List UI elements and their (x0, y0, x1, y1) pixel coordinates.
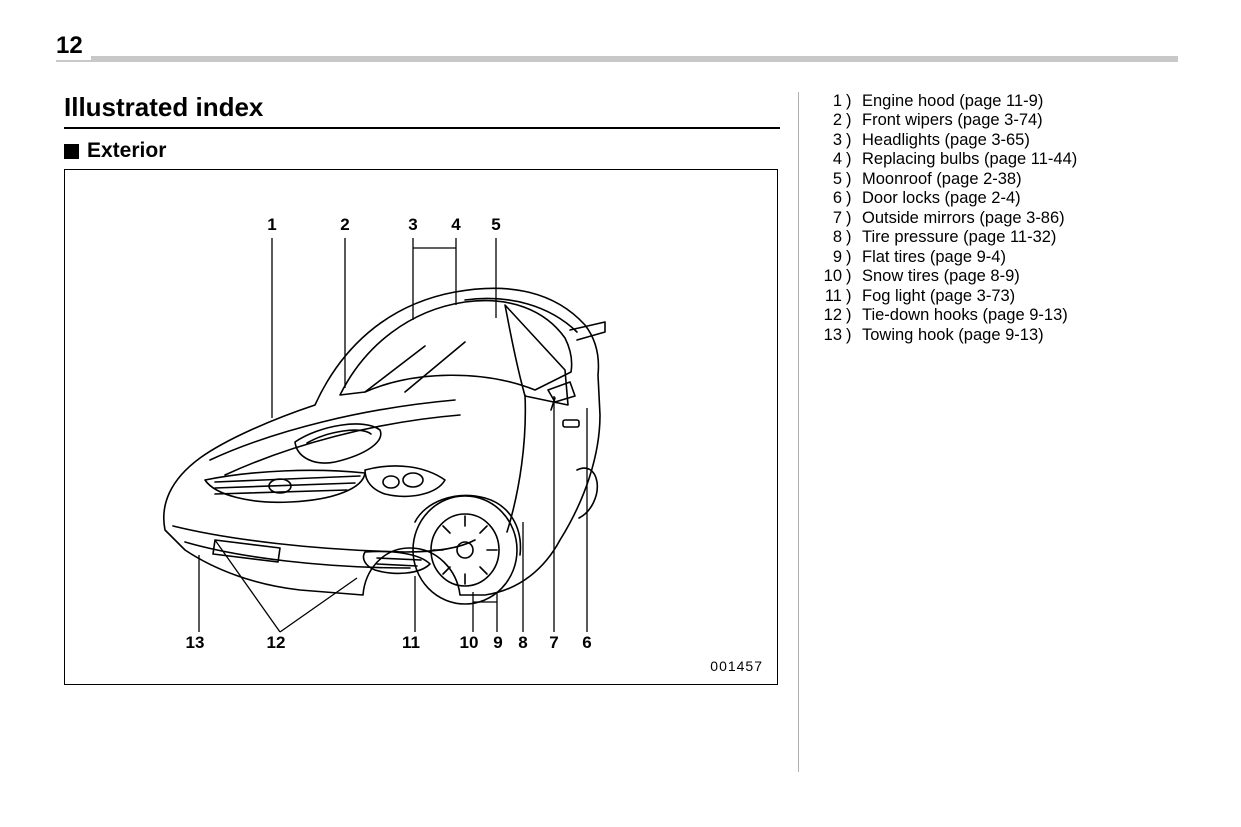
figure-box: 12345131211109876 001457 (64, 169, 778, 685)
index-text: Replacing bulbs (page 11-44) (856, 150, 1077, 169)
index-item: 3)Headlights (page 3-65) (810, 131, 1170, 150)
index-text: Snow tires (page 8-9) (856, 267, 1020, 286)
index-item: 2)Front wipers (page 3-74) (810, 111, 1170, 130)
header-rule (56, 56, 1178, 62)
svg-text:5: 5 (491, 215, 500, 234)
index-item: 8)Tire pressure (page 11-32) (810, 228, 1170, 247)
svg-text:3: 3 (408, 215, 417, 234)
index-number: 5 (810, 170, 846, 189)
index-item: 9)Flat tires (page 9-4) (810, 248, 1170, 267)
index-paren: ) (846, 306, 856, 325)
svg-text:9: 9 (493, 633, 502, 652)
index-number: 6 (810, 189, 846, 208)
svg-text:6: 6 (582, 633, 591, 652)
index-number: 8 (810, 228, 846, 247)
svg-text:1: 1 (267, 215, 276, 234)
index-number: 3 (810, 131, 846, 150)
index-text: Tire pressure (page 11-32) (856, 228, 1056, 247)
index-number: 10 (810, 267, 846, 286)
index-number: 11 (810, 287, 846, 306)
index-item: 10)Snow tires (page 8-9) (810, 267, 1170, 286)
index-paren: ) (846, 248, 856, 267)
index-paren: ) (846, 111, 856, 130)
index-item: 11)Fog light (page 3-73) (810, 287, 1170, 306)
index-text: Towing hook (page 9-13) (856, 326, 1044, 345)
left-column: Illustrated index Exterior (64, 92, 780, 685)
svg-text:13: 13 (186, 633, 205, 652)
index-paren: ) (846, 326, 856, 345)
svg-text:12: 12 (267, 633, 286, 652)
square-bullet-icon (64, 144, 79, 159)
index-paren: ) (846, 267, 856, 286)
index-text: Moonroof (page 2-38) (856, 170, 1022, 189)
index-item: 4)Replacing bulbs (page 11-44) (810, 150, 1170, 169)
index-paren: ) (846, 92, 856, 111)
page-number: 12 (56, 32, 91, 60)
index-paren: ) (846, 170, 856, 189)
car-diagram: 12345131211109876 (65, 170, 777, 684)
index-number: 13 (810, 326, 846, 345)
index-paren: ) (846, 287, 856, 306)
figure-id: 001457 (710, 658, 763, 674)
index-text: Flat tires (page 9-4) (856, 248, 1006, 267)
svg-text:8: 8 (518, 633, 527, 652)
index-list: 1)Engine hood (page 11-9)2)Front wipers … (810, 92, 1170, 345)
index-paren: ) (846, 209, 856, 228)
index-item: 13)Towing hook (page 9-13) (810, 326, 1170, 345)
index-paren: ) (846, 189, 856, 208)
index-item: 6)Door locks (page 2-4) (810, 189, 1170, 208)
index-number: 7 (810, 209, 846, 228)
callout-layer: 12345131211109876 (186, 215, 592, 652)
index-text: Door locks (page 2-4) (856, 189, 1021, 208)
index-number: 9 (810, 248, 846, 267)
svg-text:2: 2 (340, 215, 349, 234)
page: 12 Illustrated index Exterior (0, 0, 1241, 827)
index-text: Engine hood (page 11-9) (856, 92, 1043, 111)
car-outline (164, 288, 605, 604)
index-number: 1 (810, 92, 846, 111)
index-paren: ) (846, 131, 856, 150)
index-text: Tie-down hooks (page 9-13) (856, 306, 1068, 325)
index-paren: ) (846, 150, 856, 169)
svg-text:10: 10 (460, 633, 479, 652)
index-number: 2 (810, 111, 846, 130)
subsection-heading: Exterior (64, 139, 780, 163)
index-number: 4 (810, 150, 846, 169)
column-divider (798, 92, 799, 772)
svg-text:11: 11 (402, 633, 420, 652)
svg-text:7: 7 (549, 633, 558, 652)
index-text: Outside mirrors (page 3-86) (856, 209, 1065, 228)
index-text: Front wipers (page 3-74) (856, 111, 1043, 130)
index-number: 12 (810, 306, 846, 325)
svg-text:4: 4 (451, 215, 461, 234)
index-item: 1)Engine hood (page 11-9) (810, 92, 1170, 111)
section-title: Illustrated index (64, 92, 780, 123)
index-text: Fog light (page 3-73) (856, 287, 1015, 306)
index-item: 5)Moonroof (page 2-38) (810, 170, 1170, 189)
index-text: Headlights (page 3-65) (856, 131, 1030, 150)
index-item: 12)Tie-down hooks (page 9-13) (810, 306, 1170, 325)
subsection-title: Exterior (87, 139, 166, 163)
index-item: 7)Outside mirrors (page 3-86) (810, 209, 1170, 228)
index-paren: ) (846, 228, 856, 247)
section-rule (64, 127, 780, 129)
